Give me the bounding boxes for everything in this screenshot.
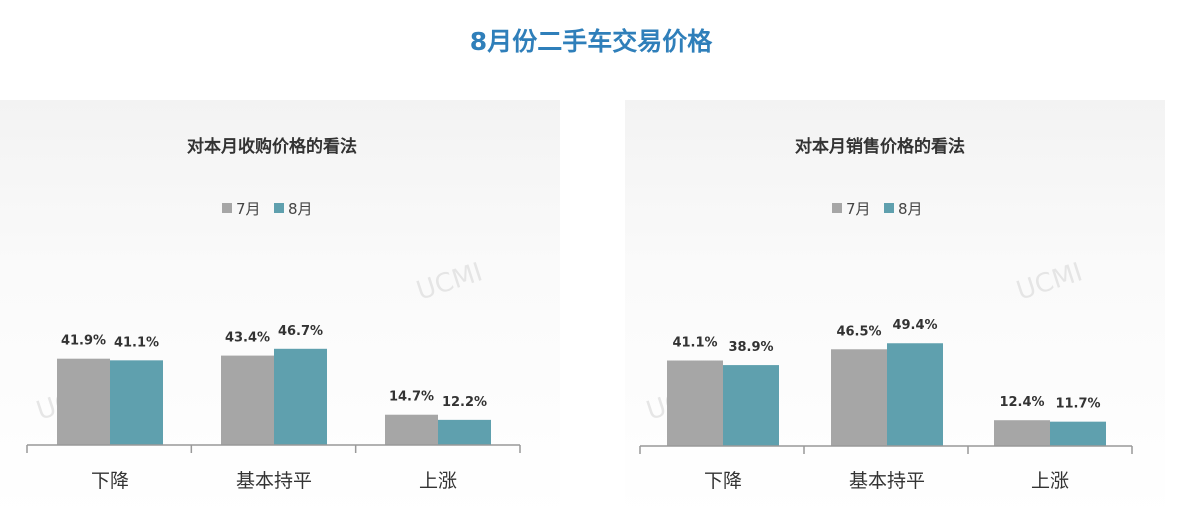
data-label: 49.4% <box>892 318 937 333</box>
data-label: 12.4% <box>999 395 1044 410</box>
bar <box>221 355 274 445</box>
data-label: 41.9% <box>61 334 106 349</box>
bar <box>385 414 438 445</box>
data-label: 38.9% <box>728 340 773 355</box>
data-label: 46.5% <box>836 324 881 339</box>
legend-swatch <box>884 203 894 213</box>
legend-swatch <box>222 203 232 213</box>
data-label: 14.7% <box>389 390 434 405</box>
category-label: 下降 <box>704 470 742 492</box>
legend-label: 8月 <box>288 200 313 218</box>
watermark: UCMI <box>1013 257 1086 306</box>
right-chart-panel <box>625 100 1165 520</box>
category-label: 上涨 <box>1031 470 1069 492</box>
data-label: 41.1% <box>114 335 159 350</box>
data-label: 12.2% <box>442 395 487 410</box>
legend-label: 8月 <box>898 200 923 218</box>
data-label: 11.7% <box>1055 397 1100 412</box>
category-label: 基本持平 <box>849 470 925 492</box>
bar <box>438 419 491 445</box>
bar <box>274 348 327 445</box>
bar <box>994 420 1050 446</box>
chart-title: 对本月收购价格的看法 <box>187 136 357 157</box>
legend-swatch <box>832 203 842 213</box>
bar <box>831 349 887 446</box>
watermark: UCMI <box>413 257 486 306</box>
left-chart-panel <box>0 100 560 520</box>
page-title: 8月份二手车交易价格 <box>469 27 713 56</box>
category-label: 基本持平 <box>236 470 312 492</box>
bar <box>723 365 779 446</box>
data-label: 41.1% <box>672 336 717 351</box>
chart-title: 对本月销售价格的看法 <box>795 136 965 157</box>
legend-swatch <box>274 203 284 213</box>
data-label: 43.4% <box>225 331 270 346</box>
bar <box>57 358 110 445</box>
legend-label: 7月 <box>846 200 871 218</box>
bar <box>1050 421 1106 446</box>
category-label: 下降 <box>91 470 129 492</box>
bar <box>887 343 943 446</box>
legend-label: 7月 <box>236 200 261 218</box>
bar <box>110 360 163 445</box>
category-label: 上涨 <box>419 470 457 492</box>
data-label: 46.7% <box>278 324 323 339</box>
bar <box>667 360 723 446</box>
